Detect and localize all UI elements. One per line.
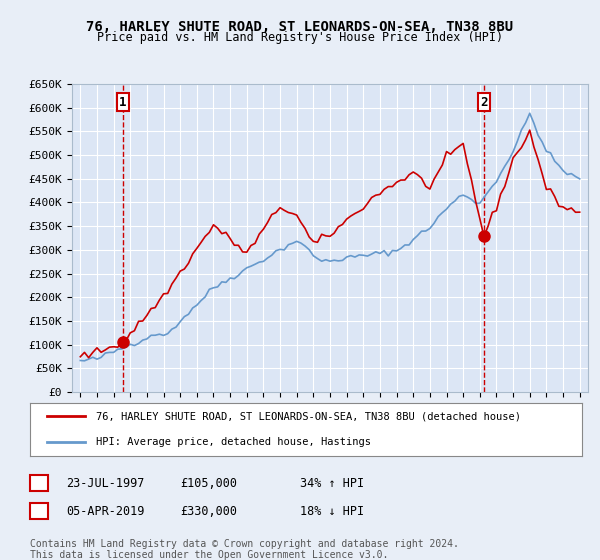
Text: 2: 2 [35,505,43,518]
Text: 1: 1 [119,96,127,109]
Text: 2: 2 [480,96,488,109]
Text: 76, HARLEY SHUTE ROAD, ST LEONARDS-ON-SEA, TN38 8BU: 76, HARLEY SHUTE ROAD, ST LEONARDS-ON-SE… [86,20,514,34]
Text: 76, HARLEY SHUTE ROAD, ST LEONARDS-ON-SEA, TN38 8BU (detached house): 76, HARLEY SHUTE ROAD, ST LEONARDS-ON-SE… [96,412,521,422]
Text: £105,000: £105,000 [180,477,237,490]
Text: 23-JUL-1997: 23-JUL-1997 [66,477,145,490]
Text: 34% ↑ HPI: 34% ↑ HPI [300,477,364,490]
Text: £330,000: £330,000 [180,505,237,518]
Text: Price paid vs. HM Land Registry's House Price Index (HPI): Price paid vs. HM Land Registry's House … [97,31,503,44]
Text: Contains HM Land Registry data © Crown copyright and database right 2024.
This d: Contains HM Land Registry data © Crown c… [30,539,459,560]
Text: 1: 1 [35,477,43,490]
Text: 18% ↓ HPI: 18% ↓ HPI [300,505,364,518]
Text: 05-APR-2019: 05-APR-2019 [66,505,145,518]
Text: HPI: Average price, detached house, Hastings: HPI: Average price, detached house, Hast… [96,436,371,446]
